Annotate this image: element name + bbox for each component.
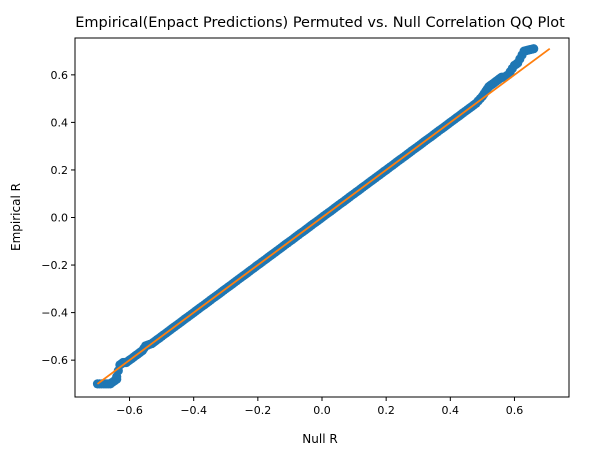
- y-tick-label: 0.0: [51, 212, 69, 225]
- y-axis-label: Empirical R: [9, 183, 23, 251]
- y-tick-label: 0.6: [51, 69, 69, 82]
- x-tick-label: 0.4: [442, 404, 460, 417]
- x-tick-label: 0.0: [313, 404, 331, 417]
- y-tick-label: −0.4: [41, 307, 68, 320]
- y-tick-label: 0.2: [51, 164, 69, 177]
- reference-line: [96, 47, 551, 385]
- x-tick-label: −0.4: [180, 404, 207, 417]
- y-tick-label: −0.2: [41, 259, 68, 272]
- y-tick-label: 0.4: [51, 116, 69, 129]
- x-axis-label: Null R: [302, 432, 337, 446]
- y-tick-label: −0.6: [41, 354, 68, 367]
- x-tick-label: −0.6: [116, 404, 143, 417]
- x-tick-label: 0.2: [377, 404, 395, 417]
- chart-title: Empirical(Enpact Predictions) Permuted v…: [75, 15, 565, 31]
- reference-line-segment: [96, 47, 551, 385]
- x-tick-label: −0.2: [244, 404, 271, 417]
- axes: −0.6 −0.4 −0.2 0.0 0.2 0.4 0.6 −0.6 −0.4 −0.2 0.0 0…: [41, 37, 570, 417]
- x-tick-label: 0.6: [506, 404, 524, 417]
- data-point: [529, 44, 539, 54]
